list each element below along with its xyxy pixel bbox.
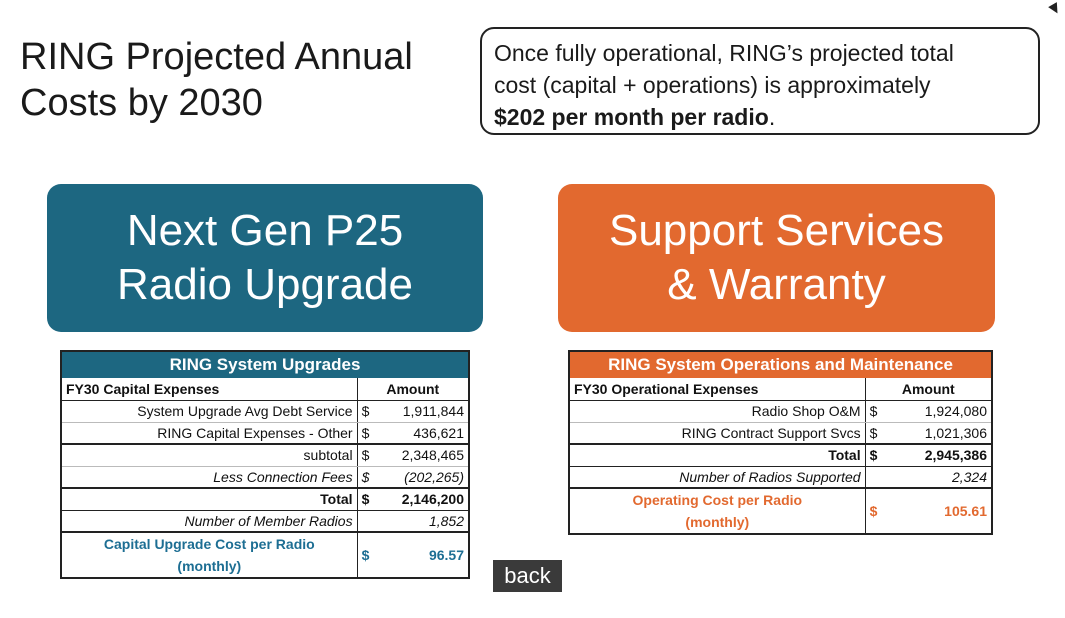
row-currency: $ bbox=[865, 422, 884, 445]
row-label: subtotal bbox=[61, 444, 358, 467]
banner-right-line-2: & Warranty bbox=[667, 260, 886, 309]
table-row: Radio Shop O&M $ 1,924,080 bbox=[569, 400, 992, 423]
table-left-col-label: FY30 Capital Expenses bbox=[61, 378, 358, 401]
callout-line-1: Once fully operational, RING’s projected… bbox=[494, 40, 954, 66]
banner-left-line-1: Next Gen P25 bbox=[126, 206, 404, 255]
table-row: System Upgrade Avg Debt Service $ 1,911,… bbox=[61, 400, 469, 423]
radios-value: 1,852 bbox=[375, 510, 469, 533]
table-row: RING Capital Expenses - Other $ 436,621 bbox=[61, 422, 469, 445]
back-button[interactable]: back bbox=[493, 560, 562, 592]
callout-suffix: . bbox=[768, 104, 776, 130]
callout-highlight: $202 per month per radio bbox=[494, 104, 769, 130]
radios-label: Number of Radios Supported bbox=[569, 466, 866, 489]
page-title: RING Projected Annual Costs by 2030 bbox=[20, 34, 413, 126]
row-value: (202,265) bbox=[375, 466, 469, 489]
total-value: 2,146,200 bbox=[375, 488, 469, 511]
cost-label: Capital Upgrade Cost per Radio (monthly) bbox=[61, 532, 358, 578]
banner-left-line-2: Radio Upgrade bbox=[117, 260, 413, 309]
title-line-2: Costs by 2030 bbox=[20, 82, 263, 124]
callout-line-3: $202 per month per radio. bbox=[494, 101, 1026, 133]
cost-label-line-1: Operating Cost per Radio bbox=[632, 492, 803, 508]
cost-callout-box: Once fully operational, RING’s projected… bbox=[480, 27, 1040, 135]
row-value: 1,924,080 bbox=[883, 400, 992, 423]
cost-per-radio-row: Operating Cost per Radio (monthly) $ 105.… bbox=[569, 488, 992, 534]
row-currency: $ bbox=[357, 444, 376, 467]
row-currency: $ bbox=[357, 422, 376, 445]
row-value: 436,621 bbox=[375, 422, 469, 445]
table-left-col-amount: Amount bbox=[356, 378, 469, 401]
table-right-col-amount: Amount bbox=[864, 378, 992, 401]
row-currency: $ bbox=[357, 400, 376, 423]
row-currency: $ bbox=[357, 466, 376, 489]
radios-label: Number of Member Radios bbox=[61, 510, 358, 533]
table-left-title: RING System Upgrades bbox=[61, 351, 469, 378]
cost-label-line-2: (monthly) bbox=[685, 514, 750, 530]
row-value: 2,348,465 bbox=[375, 444, 469, 467]
cost-currency: $ bbox=[869, 503, 878, 519]
table-right-title: RING System Operations and Maintenance bbox=[569, 351, 992, 378]
cost-value: 105.61 bbox=[944, 503, 987, 519]
total-currency: $ bbox=[357, 488, 376, 511]
row-currency: $ bbox=[865, 400, 884, 423]
cost-label: Operating Cost per Radio (monthly) bbox=[569, 488, 866, 534]
system-upgrades-table: RING System Upgrades FY30 Capital Expens… bbox=[60, 350, 470, 579]
row-value: 1,021,306 bbox=[883, 422, 992, 445]
cost-value: 96.57 bbox=[428, 547, 464, 563]
total-value: 2,945,386 bbox=[883, 444, 992, 467]
radios-value: 2,324 bbox=[883, 466, 992, 489]
banner-right-line-1: Support Services bbox=[608, 206, 945, 255]
cursor-icon bbox=[1048, 2, 1062, 16]
table-row: subtotal $ 2,348,465 bbox=[61, 444, 469, 467]
radios-row: Number of Radios Supported 2,324 bbox=[569, 466, 992, 489]
row-label: RING Contract Support Svcs bbox=[569, 422, 866, 445]
total-label: Total bbox=[61, 488, 358, 511]
table-right-col-label: FY30 Operational Expenses bbox=[569, 378, 866, 401]
cost-label-line-1: Capital Upgrade Cost per Radio bbox=[103, 536, 315, 552]
row-label: RING Capital Expenses - Other bbox=[61, 422, 358, 445]
total-label: Total bbox=[569, 444, 866, 467]
cost-label-line-2: (monthly) bbox=[177, 558, 242, 574]
banner-radio-upgrade: Next Gen P25 Radio Upgrade bbox=[47, 184, 483, 332]
title-line-1: RING Projected Annual bbox=[20, 36, 413, 78]
total-currency: $ bbox=[865, 444, 884, 467]
row-label: System Upgrade Avg Debt Service bbox=[61, 400, 358, 423]
row-label: Less Connection Fees bbox=[61, 466, 358, 489]
table-row: Less Connection Fees $ (202,265) bbox=[61, 466, 469, 489]
radios-row: Number of Member Radios 1,852 bbox=[61, 510, 469, 533]
banner-support-services: Support Services & Warranty bbox=[558, 184, 995, 332]
table-row: RING Contract Support Svcs $ 1,021,306 bbox=[569, 422, 992, 445]
row-label: Radio Shop O&M bbox=[569, 400, 866, 423]
cost-currency: $ bbox=[361, 547, 370, 563]
cost-per-radio-row: Capital Upgrade Cost per Radio (monthly) … bbox=[61, 532, 469, 578]
total-row: Total $ 2,945,386 bbox=[569, 444, 992, 467]
operations-maintenance-table: RING System Operations and Maintenance F… bbox=[568, 350, 993, 535]
row-value: 1,911,844 bbox=[375, 400, 469, 423]
callout-line-2: cost (capital + operations) is approxima… bbox=[494, 72, 931, 98]
total-row: Total $ 2,146,200 bbox=[61, 488, 469, 511]
